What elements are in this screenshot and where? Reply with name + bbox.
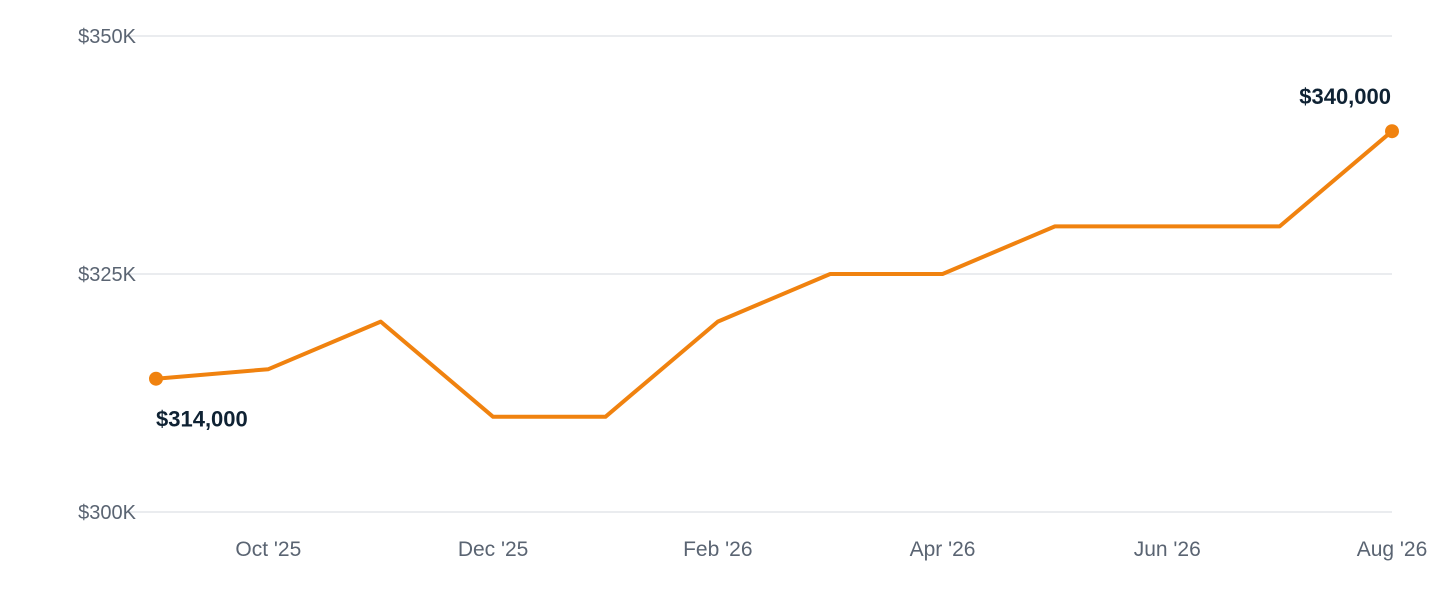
gridlines	[128, 35, 1392, 513]
x-axis: Oct '25 Dec '25 Feb '26 Apr '26 Jun '26 Aug '…	[235, 538, 1427, 561]
x-tick-label: Oct '25	[235, 538, 301, 561]
start-point-marker	[149, 371, 163, 386]
series-layer	[149, 124, 1399, 419]
data-label: $314,000	[156, 407, 248, 432]
x-tick-label: Feb '26	[683, 538, 752, 561]
data-labels: $314,000 $340,000	[156, 84, 1391, 432]
y-tick-label: $300K	[78, 502, 136, 524]
y-tick-label: $325K	[78, 264, 136, 286]
x-tick-label: Aug '26	[1357, 538, 1428, 561]
data-label: $340,000	[1299, 84, 1391, 109]
x-tick-label: Dec '25	[458, 538, 529, 561]
y-tick-label: $350K	[78, 26, 136, 48]
x-tick-label: Jun '26	[1134, 538, 1201, 561]
x-tick-label: Apr '26	[910, 538, 976, 561]
y-axis: $350K $325K $300K	[78, 26, 136, 524]
series-line	[154, 129, 1394, 419]
end-point-marker	[1385, 124, 1399, 139]
